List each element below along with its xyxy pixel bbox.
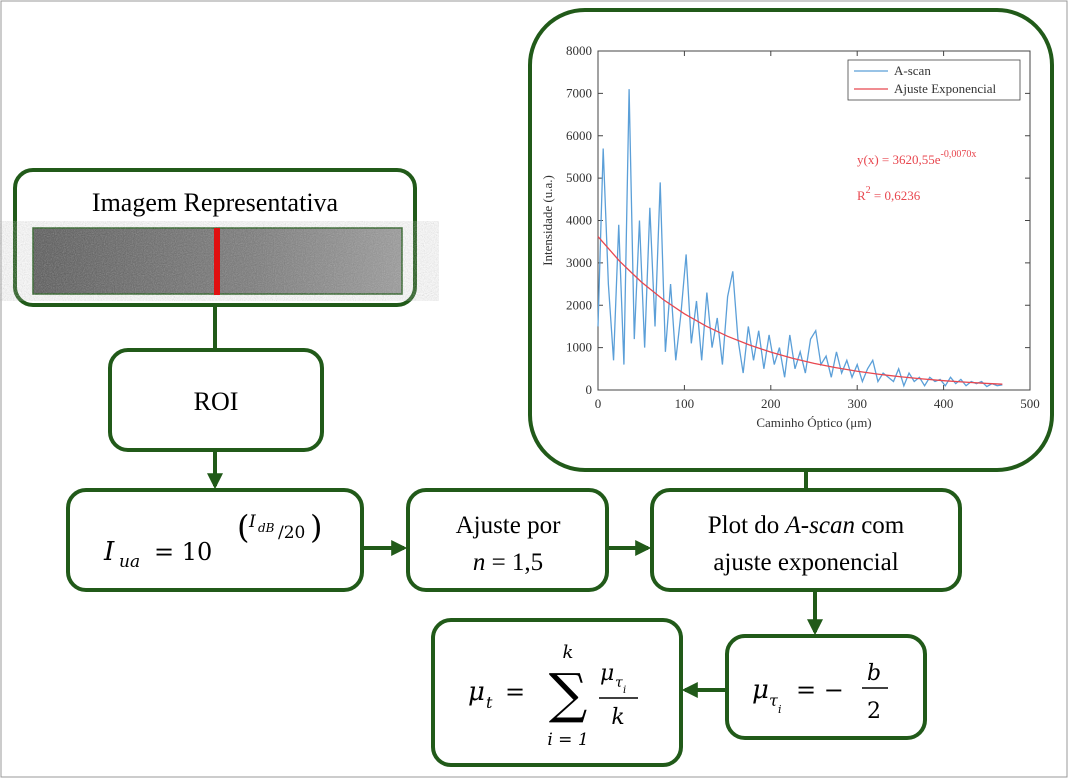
x-tick-label: 200: [761, 396, 781, 411]
refraction-box: [406, 488, 609, 592]
legend-label: Ajuste Exponencial: [894, 81, 997, 96]
r2-exponent: 2: [866, 185, 871, 196]
x-axis-label: Caminho Óptico (μm): [756, 415, 871, 430]
x-tick-label: 0: [595, 396, 602, 411]
sum-sign: ∑: [549, 662, 588, 725]
sum-lower: i = 1: [547, 730, 588, 750]
x-tick-label: 400: [934, 396, 954, 411]
y-tick-label: 0: [586, 382, 593, 397]
y-axis-label: Intensidade (u.a.): [540, 175, 555, 266]
x-tick-label: 100: [675, 396, 695, 411]
refraction-value: n = 1,5: [473, 549, 543, 576]
paren: ): [310, 508, 322, 546]
series-line: [597, 236, 1003, 385]
legend-label: A-scan: [894, 63, 931, 78]
roi-label: ROI: [194, 387, 239, 416]
r2-base: R: [857, 188, 866, 203]
y-tick-label: 5000: [566, 170, 592, 185]
mu-t-box: [431, 618, 683, 767]
x-tick-label: 300: [847, 396, 867, 411]
y-tick-label: 4000: [566, 213, 592, 228]
sum-denominator: k: [611, 705, 624, 730]
plot-area: [597, 50, 1031, 391]
mu-t-formula: μ t =: [468, 677, 525, 712]
scan-line: [214, 228, 220, 295]
chart: 0 1000 2000 3000 4000 5000 6000 7000 8000 0 100 200…: [540, 43, 1040, 430]
mu-ti-formula: μ τ i = − b 2: [752, 661, 886, 724]
paren: (: [237, 508, 249, 546]
y-tick-label: 2000: [566, 297, 592, 312]
fit-equation: y(x) = 3620,55e-0,0070x: [857, 149, 976, 167]
sum-upper: k: [563, 642, 574, 663]
refraction-label: Ajuste por: [456, 512, 562, 539]
plot-box: [650, 488, 962, 592]
image-title: Imagem Representativa: [92, 188, 339, 217]
mu-ti-box: [725, 634, 927, 740]
equation-exponent: -0,0070x: [941, 149, 977, 160]
y-tick-label: 6000: [566, 128, 592, 143]
intensity-formula: I ua = 10 I dB /20: [103, 512, 305, 572]
y-tick-label: 8000: [566, 43, 592, 58]
y-tick-label: 1000: [566, 340, 592, 355]
y-tick-label: 3000: [566, 255, 592, 270]
y-tick-label: 7000: [566, 85, 592, 100]
plot-label: ajuste exponencial: [713, 549, 898, 576]
roi-box: [108, 348, 324, 452]
intensity-box: [66, 488, 364, 592]
equation-base: y(x) = 3620,55e: [857, 152, 941, 167]
r-squared: R2 = 0,6236: [857, 185, 921, 203]
x-tick-label: 500: [1020, 396, 1040, 411]
legend-box: [847, 59, 1021, 101]
r2-rest: = 0,6236: [871, 188, 921, 203]
series-line: [597, 89, 1003, 388]
sum-numerator: μ τ i: [600, 661, 628, 696]
plot-label: Plot do A-scan com: [708, 512, 905, 539]
